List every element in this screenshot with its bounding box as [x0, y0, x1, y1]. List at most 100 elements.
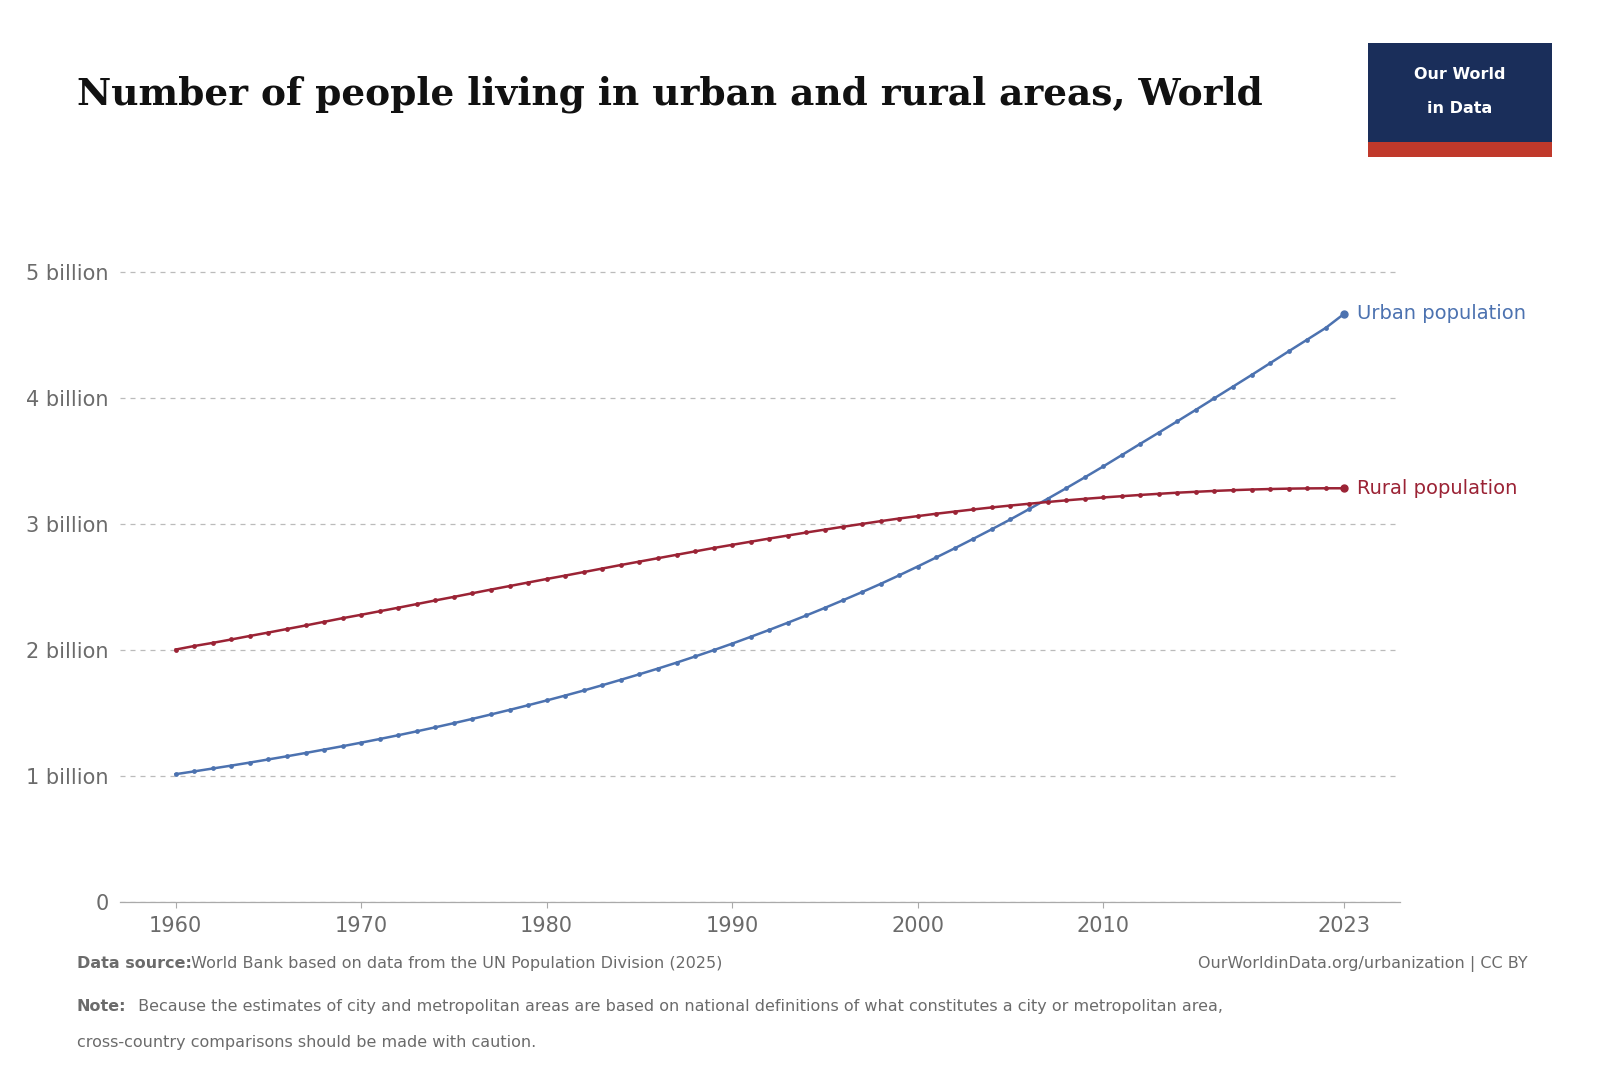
Point	[349, 734, 374, 752]
Text: World Bank based on data from the UN Population Division (2025): World Bank based on data from the UN Pop…	[186, 956, 722, 971]
Point	[867, 576, 893, 593]
Point	[459, 711, 485, 728]
Point	[906, 508, 931, 525]
Text: Because the estimates of city and metropolitan areas are based on national defin: Because the estimates of city and metrop…	[133, 999, 1222, 1014]
Point	[478, 581, 504, 598]
Point	[422, 718, 448, 735]
Point	[757, 530, 782, 548]
Point	[886, 567, 912, 584]
Point	[608, 556, 634, 573]
Point	[515, 573, 541, 591]
Point	[682, 648, 707, 665]
Point	[923, 549, 949, 566]
Point	[163, 640, 189, 658]
Point	[405, 723, 430, 740]
Text: in Data: in Data	[1427, 102, 1493, 117]
Point	[830, 518, 856, 536]
Point	[219, 757, 245, 774]
Point	[312, 613, 338, 631]
Point	[867, 513, 893, 530]
Point	[794, 524, 819, 541]
Text: cross-country comparisons should be made with caution.: cross-country comparisons should be made…	[77, 1035, 536, 1050]
Point	[1072, 469, 1098, 486]
Point	[256, 751, 282, 768]
Point	[1128, 435, 1154, 453]
Point	[1053, 480, 1078, 497]
Point	[645, 550, 670, 567]
Point	[774, 615, 800, 632]
Point	[181, 762, 206, 780]
Point	[942, 503, 968, 521]
Point	[1128, 486, 1154, 503]
Point	[979, 521, 1005, 538]
Point	[1165, 484, 1190, 501]
Point	[219, 631, 245, 648]
Point	[794, 607, 819, 624]
Text: Number of people living in urban and rural areas, World: Number of people living in urban and rur…	[77, 76, 1262, 113]
Point	[312, 741, 338, 758]
Point	[850, 515, 875, 532]
Point	[942, 540, 968, 557]
Point	[386, 599, 411, 617]
Text: Urban population: Urban population	[1357, 305, 1526, 323]
Point	[349, 606, 374, 623]
Point	[1182, 401, 1208, 418]
Point	[163, 766, 189, 783]
Point	[1258, 481, 1283, 498]
Point	[1238, 366, 1264, 383]
Point	[459, 584, 485, 602]
Point	[405, 595, 430, 612]
Point	[701, 539, 726, 556]
Point	[442, 589, 467, 606]
Point	[552, 687, 578, 704]
Point	[200, 634, 226, 651]
Text: Note:: Note:	[77, 999, 126, 1014]
Point	[998, 511, 1024, 528]
Point	[627, 553, 653, 570]
Point	[664, 654, 690, 672]
Text: Data source:: Data source:	[77, 956, 192, 971]
Point	[757, 621, 782, 638]
Point	[850, 583, 875, 600]
Point	[366, 603, 392, 620]
Point	[738, 534, 763, 551]
Text: Our World: Our World	[1414, 67, 1506, 82]
Point	[1275, 480, 1301, 497]
Point	[1202, 483, 1227, 500]
Point	[181, 637, 206, 654]
Point	[1016, 500, 1042, 517]
Point	[682, 543, 707, 561]
Point	[1294, 480, 1320, 497]
Point	[1258, 354, 1283, 372]
Point	[589, 676, 614, 693]
Point	[1090, 458, 1115, 475]
Point	[571, 681, 597, 699]
Point	[664, 546, 690, 564]
Point	[442, 715, 467, 732]
Point	[1221, 482, 1246, 499]
Point	[1331, 305, 1357, 322]
Point	[813, 521, 838, 538]
Point	[237, 627, 262, 645]
Point	[906, 558, 931, 576]
Point	[608, 671, 634, 688]
Text: OurWorldinData.org/urbanization | CC BY: OurWorldinData.org/urbanization | CC BY	[1198, 956, 1528, 972]
Point	[1090, 489, 1115, 507]
Point	[923, 505, 949, 523]
Point	[813, 599, 838, 617]
Point	[496, 578, 522, 595]
Point	[979, 499, 1005, 516]
Point	[960, 501, 986, 518]
Point	[1146, 424, 1171, 442]
Point	[534, 570, 560, 588]
Point	[1146, 485, 1171, 502]
Text: Rural population: Rural population	[1357, 478, 1517, 498]
Point	[1035, 494, 1061, 511]
Point	[366, 730, 392, 747]
Point	[478, 706, 504, 724]
Point	[1331, 480, 1357, 497]
Point	[645, 660, 670, 677]
Point	[701, 642, 726, 659]
Point	[386, 727, 411, 744]
Point	[293, 744, 318, 761]
